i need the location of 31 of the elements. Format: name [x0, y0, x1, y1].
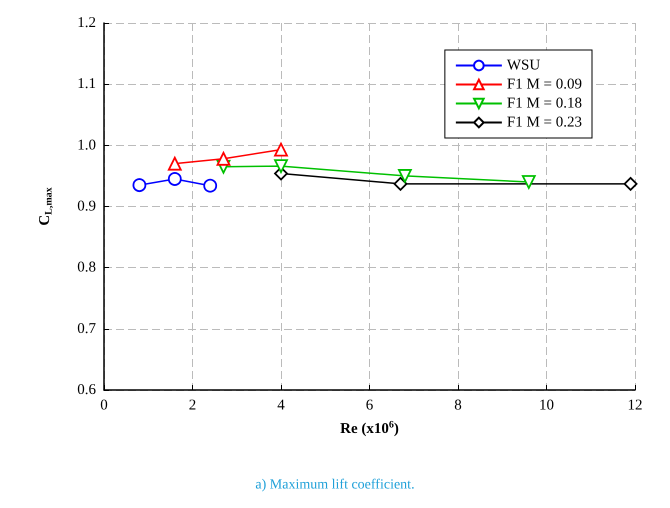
legend-label: WSU	[506, 58, 540, 74]
legend-label: F1 M = 0.09	[506, 76, 582, 92]
y-axis-title: CL,max	[37, 187, 54, 226]
point	[522, 175, 536, 189]
point	[132, 178, 146, 192]
x-tick-label: 0	[100, 398, 108, 414]
legend-label: F1 M = 0.23	[506, 114, 582, 130]
x-tick-label: 4	[277, 398, 286, 414]
y-tick-label: 1.0	[77, 137, 96, 154]
point	[203, 178, 218, 193]
point	[398, 169, 412, 183]
y-tick-label: 0.6	[77, 382, 96, 398]
y-tick-label: 0.7	[77, 320, 96, 337]
point	[624, 176, 638, 191]
point	[216, 152, 230, 166]
x-tick-label: 6	[366, 398, 374, 414]
legend-label: F1 M = 0.18	[506, 96, 582, 112]
y-tick-label: 1.1	[77, 76, 96, 92]
point	[274, 159, 288, 174]
point	[274, 142, 288, 157]
x-tick-label: 2	[188, 398, 196, 414]
y-tick-label: 0.9	[77, 198, 96, 214]
y-tick-label: 0.8	[77, 260, 96, 276]
text: a) Maximum lift coefficient.	[255, 478, 415, 492]
x-tick-label: 12	[628, 398, 642, 414]
x-tick-label: 8	[454, 398, 462, 414]
point	[168, 156, 182, 171]
x-tick-label: 10	[539, 398, 554, 414]
point	[394, 176, 408, 191]
point	[168, 172, 182, 186]
y-tick-label: 1.2	[77, 15, 96, 31]
